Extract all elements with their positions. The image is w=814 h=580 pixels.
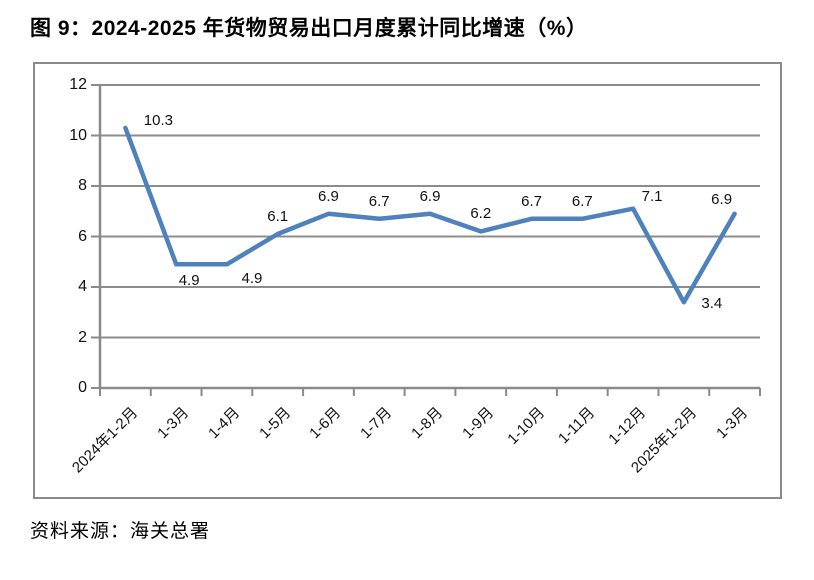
source-note: 资料来源：海关总署 bbox=[30, 521, 211, 542]
y-axis-label: 12 bbox=[69, 76, 87, 93]
data-label: 7.1 bbox=[641, 187, 663, 205]
line-chart-canvas bbox=[91, 84, 761, 396]
y-axis-label: 8 bbox=[78, 177, 87, 194]
y-axis-label: 10 bbox=[69, 126, 87, 144]
data-label: 3.4 bbox=[701, 295, 723, 313]
data-label: 6.7 bbox=[521, 192, 542, 210]
y-axis-label: 4 bbox=[78, 278, 87, 295]
y-axis-label: 6 bbox=[78, 227, 87, 245]
data-label: 10.3 bbox=[143, 111, 173, 129]
data-label: 6.9 bbox=[419, 187, 441, 205]
data-label: 4.9 bbox=[178, 272, 200, 290]
data-label: 6.1 bbox=[267, 207, 289, 225]
data-label: 6.7 bbox=[571, 192, 593, 210]
data-label: 6.9 bbox=[711, 190, 733, 208]
y-axis-label: 0 bbox=[78, 379, 87, 396]
data-label: 6.2 bbox=[470, 205, 492, 223]
data-label: 4.9 bbox=[241, 270, 263, 288]
data-label: 6.7 bbox=[368, 192, 390, 210]
data-label: 6.9 bbox=[318, 187, 339, 205]
y-axis-label: 2 bbox=[78, 328, 87, 346]
series-line bbox=[123, 125, 737, 305]
plot-area: 0 2 4 6 8 10 12 2024年1-2月 1-3月 1-4月 1-5月 1-6月 1-7月 1-… bbox=[35, 64, 780, 497]
chart-frame: 0 2 4 6 8 10 12 2024年1-2月 1-3月 1-4月 1-5月 1-6月 1-7月 1-… bbox=[33, 62, 782, 499]
chart-title: 图 9：2024-2025 年货物贸易出口月度累计同比增速（%） bbox=[30, 17, 588, 40]
